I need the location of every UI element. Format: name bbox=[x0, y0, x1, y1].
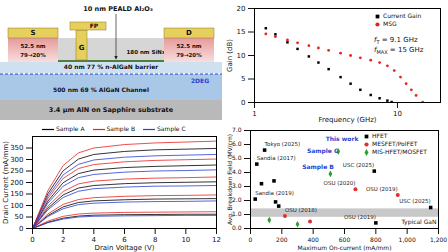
svg-text:5: 5 bbox=[241, 75, 245, 83]
svg-text:3.0: 3.0 bbox=[232, 182, 242, 189]
svg-text:0: 0 bbox=[19, 225, 23, 233]
svg-text:50: 50 bbox=[15, 213, 24, 221]
svg-text:7.0: 7.0 bbox=[232, 126, 242, 133]
svg-text:FP: FP bbox=[90, 22, 99, 29]
svg-text:Tokyo (2025): Tokyo (2025) bbox=[264, 141, 300, 148]
html-text:Current Gain: Current Gain bbox=[383, 12, 422, 19]
svg-text:20: 20 bbox=[237, 5, 246, 13]
svg-text:400: 400 bbox=[307, 236, 319, 243]
svg-text:600: 600 bbox=[339, 236, 351, 243]
svg-text:Sample C: Sample C bbox=[307, 147, 339, 155]
svg-text:G: G bbox=[79, 44, 85, 52]
html-text:MSG: MSG bbox=[383, 20, 397, 27]
svg-text:500 nm 69 % AlGaN Channel: 500 nm 69 % AlGaN Channel bbox=[53, 86, 149, 93]
svg-text:6: 6 bbox=[122, 236, 127, 245]
svg-text:USC (2025): USC (2025) bbox=[343, 162, 374, 168]
svg-text:OSU (2018): OSU (2018) bbox=[285, 207, 317, 213]
svg-text:52.5 nm: 52.5 nm bbox=[176, 43, 201, 49]
svg-text:USC (2025): USC (2025) bbox=[399, 198, 430, 204]
svg-text:0: 0 bbox=[30, 236, 34, 244]
svg-text:OSU (2019): OSU (2019) bbox=[366, 186, 398, 192]
svg-text:OSU (2019): OSU (2019) bbox=[344, 214, 376, 220]
svg-text:3.4 µm AlN on Sapphire substra: 3.4 µm AlN on Sapphire substrate bbox=[49, 106, 174, 114]
svg-text:1,200: 1,200 bbox=[430, 236, 447, 243]
svg-text:4: 4 bbox=[91, 236, 97, 245]
svg-text:Sandia (2017): Sandia (2017) bbox=[257, 155, 296, 161]
svg-text:800: 800 bbox=[370, 236, 382, 243]
svg-text:10 nm PEALD Al₂O₃: 10 nm PEALD Al₂O₃ bbox=[83, 5, 153, 13]
svg-text:10: 10 bbox=[237, 52, 246, 60]
svg-text:Frequency (GHz): Frequency (GHz) bbox=[318, 116, 376, 124]
svg-text:100: 100 bbox=[10, 202, 23, 210]
svg-text:Drain Voltage (V): Drain Voltage (V) bbox=[95, 244, 155, 252]
svg-text:180 nm SiNx: 180 nm SiNx bbox=[127, 49, 166, 55]
svg-text:5.0: 5.0 bbox=[232, 154, 242, 161]
svg-text:10: 10 bbox=[393, 110, 402, 118]
svg-text:D: D bbox=[186, 29, 192, 37]
svg-text:Sample B: Sample B bbox=[302, 163, 334, 171]
svg-text:15: 15 bbox=[237, 28, 246, 36]
svg-text:52.5 nm: 52.5 nm bbox=[20, 43, 45, 49]
svg-text:1,000: 1,000 bbox=[399, 236, 416, 243]
svg-text:150: 150 bbox=[10, 190, 23, 198]
html-text:fT= 9.1 GHz: fT= 9.1 GHz bbox=[374, 36, 418, 46]
svg-text:Drain Current (mA/mm): Drain Current (mA/mm) bbox=[2, 141, 10, 224]
svg-text:Maximum On-current (mA/mm): Maximum On-current (mA/mm) bbox=[297, 244, 391, 251]
html-text:HFET: HFET bbox=[372, 132, 388, 139]
svg-text:250: 250 bbox=[10, 167, 23, 175]
svg-text:79→20%: 79→20% bbox=[20, 52, 46, 58]
svg-text:2: 2 bbox=[61, 236, 65, 244]
svg-text:10: 10 bbox=[181, 236, 190, 244]
html-text:Sample B: Sample B bbox=[106, 125, 135, 132]
svg-text:300: 300 bbox=[10, 156, 23, 164]
svg-text:4.0: 4.0 bbox=[232, 168, 242, 175]
svg-text:Gain (dB): Gain (dB) bbox=[226, 39, 234, 72]
html-text:fMAX= 15 GHz: fMAX= 15 GHz bbox=[374, 46, 424, 56]
svg-text:200: 200 bbox=[276, 236, 288, 243]
svg-text:2.0: 2.0 bbox=[232, 196, 242, 203]
svg-text:79→20%: 79→20% bbox=[176, 52, 202, 58]
svg-text:0: 0 bbox=[241, 99, 245, 107]
svg-text:S: S bbox=[30, 29, 35, 37]
svg-text:2DEG: 2DEG bbox=[191, 77, 209, 84]
html-text:Sample A: Sample A bbox=[56, 125, 85, 132]
svg-text:OSU (2020): OSU (2020) bbox=[324, 180, 356, 186]
svg-text:0.0: 0.0 bbox=[232, 224, 242, 231]
html-text:MESFET/PolFET: MESFET/PolFET bbox=[372, 140, 418, 147]
svg-text:350: 350 bbox=[10, 144, 23, 152]
svg-text:12: 12 bbox=[212, 236, 221, 244]
svg-text:1.0: 1.0 bbox=[232, 210, 242, 217]
html-text:MIS-HFET/MOSFET: MIS-HFET/MOSFET bbox=[372, 148, 427, 155]
svg-text:This work: This work bbox=[326, 135, 360, 142]
svg-text:6.0: 6.0 bbox=[232, 140, 242, 147]
svg-text:Typical GaN: Typical GaN bbox=[400, 218, 436, 226]
svg-text:0: 0 bbox=[249, 236, 253, 243]
svg-text:8: 8 bbox=[152, 236, 158, 245]
html-text:Sample C: Sample C bbox=[157, 125, 186, 132]
svg-text:Avg. Breakdown Field (MV/cm): Avg. Breakdown Field (MV/cm) bbox=[226, 134, 234, 225]
svg-text:Sandia (2019): Sandia (2019) bbox=[255, 190, 294, 196]
svg-text:200: 200 bbox=[10, 179, 23, 187]
svg-text:1: 1 bbox=[252, 110, 256, 118]
svg-text:40 nm 77 % n-AlGaN barrier: 40 nm 77 % n-AlGaN barrier bbox=[64, 63, 159, 70]
